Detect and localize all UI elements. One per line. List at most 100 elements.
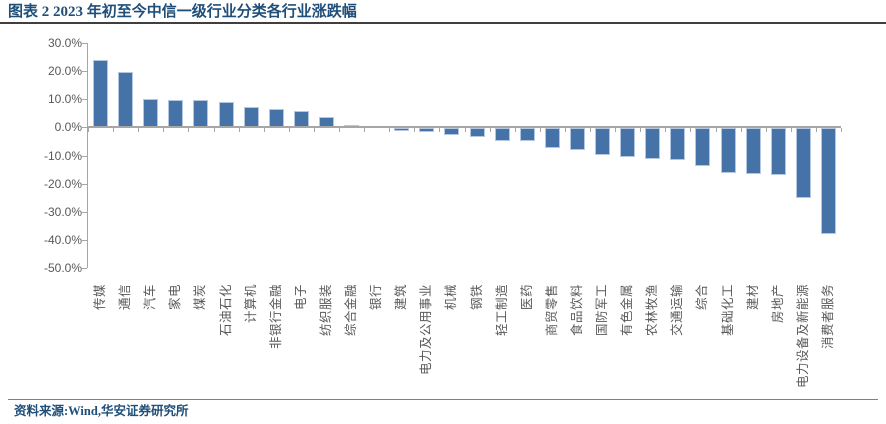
chart-bar-18: [519, 128, 535, 142]
chart-bar-19: [544, 128, 560, 149]
y-tick: [82, 127, 87, 129]
chart-bar-9: [293, 111, 309, 128]
chart-bar-27: [745, 128, 761, 174]
chart-bar-30: [820, 128, 836, 235]
chart-bar-15: [444, 128, 460, 136]
x-axis-label: 银行: [369, 284, 384, 311]
chart-bar-26: [720, 128, 736, 174]
chart-bar-5: [193, 100, 209, 128]
x-tick: [364, 127, 366, 132]
x-tick: [564, 127, 566, 132]
y-tick: [82, 43, 87, 44]
chart-bar-1: [93, 59, 109, 128]
x-axis-label: 汽车: [143, 284, 158, 311]
x-axis-label: 食品饮料: [569, 284, 584, 337]
bar-chart: 30.0% 20.0% 10.0% 0.0% -10.0% -20.0% -30.0% -40…: [43, 36, 842, 388]
y-tick: [82, 268, 87, 269]
chart-bar-3: [143, 99, 159, 128]
x-axis-label: 石油石化: [218, 284, 233, 337]
x-axis-label: 国防军工: [595, 284, 610, 337]
x-axis-label: 煤炭: [193, 284, 208, 311]
source-divider: [8, 399, 878, 400]
x-tick: [740, 127, 742, 132]
chart-bar-4: [168, 99, 184, 128]
figure-title: 图表 2 2023 年初至今中信一级行业分类各行业涨跌幅: [8, 4, 357, 20]
chart-bar-20: [569, 128, 585, 150]
chart-bar-22: [620, 128, 636, 158]
x-axis-label: 农林牧渔: [645, 284, 660, 337]
x-axis-label: 建筑: [394, 284, 409, 311]
y-tick: [82, 183, 87, 185]
x-tick: [841, 127, 842, 132]
x-tick: [765, 127, 767, 132]
y-axis-label: -50.0%: [43, 261, 82, 275]
x-axis-label: 轻工制造: [494, 284, 509, 337]
x-tick: [489, 127, 491, 132]
y-tick: [82, 239, 87, 241]
x-tick: [138, 127, 140, 132]
chart-bar-13: [394, 128, 410, 132]
x-tick: [715, 127, 717, 132]
y-axis-label: 0.0%: [54, 120, 82, 135]
x-tick: [213, 127, 215, 132]
x-axis-label: 综合: [695, 284, 710, 311]
x-tick: [690, 127, 692, 132]
x-axis-label: 综合金融: [344, 284, 359, 337]
chart-bar-21: [595, 128, 611, 156]
x-axis-label: 电力及公用事业: [419, 284, 434, 376]
x-axis-label: 有色金属: [620, 284, 635, 337]
x-axis-label: 通信: [118, 284, 133, 311]
x-tick: [590, 127, 591, 132]
y-axis-label: -30.0%: [43, 204, 82, 219]
x-axis-label: 非银行金融: [268, 284, 283, 350]
x-tick: [163, 127, 165, 132]
x-tick: [665, 127, 667, 132]
x-tick: [113, 127, 115, 132]
x-tick: [263, 127, 265, 132]
chart-bar-16: [469, 128, 485, 138]
x-tick: [615, 127, 617, 132]
chart-bar-6: [218, 102, 234, 128]
x-axis-label: 机械: [444, 284, 459, 311]
x-tick: [188, 127, 190, 132]
x-tick: [88, 127, 89, 132]
x-tick: [539, 127, 541, 132]
x-tick: [790, 127, 792, 132]
x-tick: [414, 127, 416, 132]
x-tick: [313, 127, 315, 132]
y-axis-label: -40.0%: [43, 232, 82, 247]
x-axis-label: 家电: [168, 284, 183, 311]
x-tick: [238, 127, 240, 132]
chart-bar-7: [243, 106, 259, 128]
x-axis-label: 交通运输: [670, 284, 685, 337]
x-tick: [288, 127, 290, 132]
y-axis-label: 10.0%: [47, 92, 82, 107]
x-axis-label: 医药: [519, 284, 534, 311]
x-axis-label: 商贸零售: [544, 284, 559, 337]
x-axis-label: 消费者服务: [820, 284, 835, 350]
chart-bar-8: [268, 108, 284, 128]
x-axis-label: 房地产: [770, 284, 785, 324]
x-axis-label: 基础化工: [720, 284, 735, 337]
x-axis-label: 电子: [293, 284, 308, 311]
y-axis-label: -10.0%: [43, 148, 82, 163]
y-axis-label: -20.0%: [43, 176, 82, 191]
chart-bar-2: [118, 72, 134, 128]
x-axis-line: [87, 126, 841, 128]
chart-bar-25: [695, 128, 711, 166]
y-axis-label: 30.0%: [47, 36, 82, 50]
chart-bar-29: [795, 128, 811, 199]
chart-bar-14: [419, 128, 435, 132]
x-axis-label: 计算机: [243, 284, 258, 324]
y-tick: [82, 211, 87, 213]
x-tick: [640, 127, 642, 132]
x-tick: [439, 127, 441, 132]
x-tick: [464, 127, 466, 132]
chart-bar-17: [494, 128, 510, 141]
x-axis-label: 传媒: [93, 284, 108, 311]
x-tick: [815, 127, 817, 132]
y-axis-line: [87, 43, 88, 268]
source-note: 资料来源:Wind,华安证券研究所: [14, 404, 189, 418]
y-tick: [82, 71, 87, 73]
